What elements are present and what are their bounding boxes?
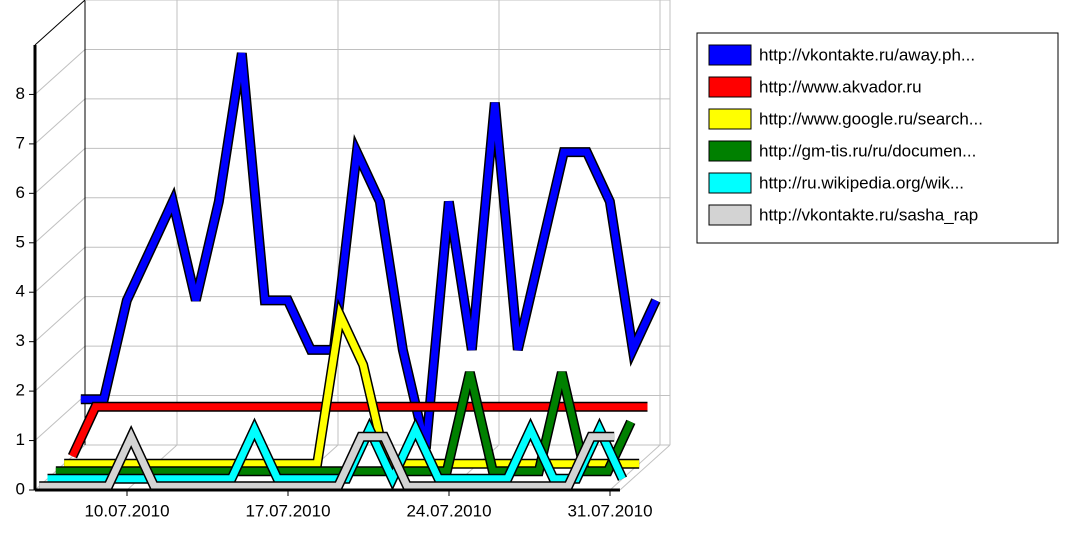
grid-line [34, 197, 86, 244]
y-tick-label: 5 [16, 232, 25, 251]
legend-swatch [708, 172, 752, 194]
series-line [39, 428, 615, 490]
x-tick-label: 10.07.2010 [84, 501, 169, 520]
x-tick-label: 31.07.2010 [567, 501, 652, 520]
legend-label: http://vkontakte.ru/sasha_rap [759, 205, 978, 224]
grid-line [34, 147, 86, 194]
legend-swatch [708, 204, 752, 226]
grid-line [34, 345, 86, 392]
y-tick-label: 4 [16, 282, 25, 301]
grid-line [34, 246, 86, 293]
floor-edge [619, 444, 671, 491]
legend-swatch [708, 76, 752, 98]
y-tick-label: 6 [16, 183, 25, 202]
grid-line [34, 395, 86, 441]
legend-swatch [708, 108, 752, 130]
legend-box [696, 32, 1059, 244]
series-line [80, 52, 660, 450]
y-tick-label: 1 [16, 430, 25, 449]
wall-edge [34, 0, 86, 46]
x-tick-label: 24.07.2010 [406, 501, 491, 520]
legend-swatch [708, 44, 752, 66]
legend-label: http://www.google.ru/search... [759, 109, 983, 128]
y-tick-label: 0 [16, 479, 25, 498]
y-tick-label: 7 [16, 133, 25, 152]
legend-label: http://vkontakte.ru/away.ph... [759, 45, 975, 64]
legend-swatch [708, 140, 752, 162]
grid-line [34, 296, 86, 343]
grid-line [34, 98, 86, 145]
y-tick-label: 3 [16, 331, 25, 350]
legend-label: http://www.akvador.ru [759, 77, 922, 96]
legend-label: http://ru.wikipedia.org/wik... [759, 173, 964, 192]
y-tick-label: 2 [16, 381, 25, 400]
x-tick-label: 17.07.2010 [245, 501, 330, 520]
series-line [47, 421, 626, 488]
grid-line [34, 49, 86, 95]
y-tick-label: 8 [16, 84, 25, 103]
legend-label: http://gm-tis.ru/ru/documen... [759, 141, 976, 160]
